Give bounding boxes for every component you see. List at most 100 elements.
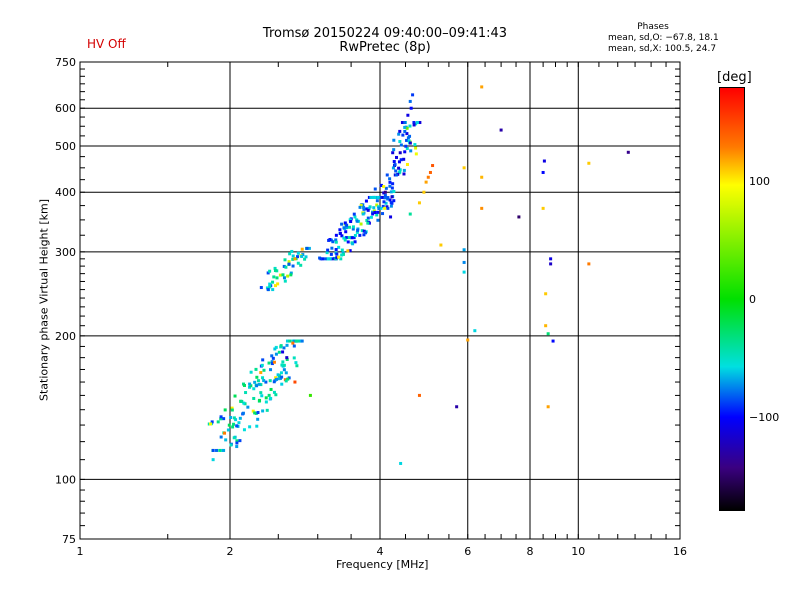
data-point (462, 166, 466, 170)
data-point (517, 215, 521, 219)
data-point (383, 206, 387, 210)
data-point (385, 173, 389, 177)
data-point (373, 211, 377, 215)
data-point (355, 230, 359, 234)
data-point (238, 439, 242, 443)
data-point (386, 196, 390, 200)
data-point (362, 229, 366, 233)
data-point (289, 273, 293, 277)
data-point (388, 177, 392, 181)
data-point (325, 251, 329, 255)
data-point (398, 151, 402, 155)
data-point (361, 212, 365, 216)
data-point (305, 246, 309, 250)
phase-x-stats: mean, sd,X: 100.5, 24.7 (608, 44, 717, 54)
data-point (272, 360, 276, 364)
data-point (359, 203, 363, 207)
data-point (210, 420, 214, 424)
data-point (291, 254, 295, 258)
data-point (348, 249, 352, 253)
data-point (215, 448, 219, 452)
data-point (283, 279, 287, 283)
y-tick-label: 750 (55, 56, 76, 69)
data-point (409, 149, 413, 153)
data-point (353, 240, 357, 244)
data-point (229, 416, 233, 420)
data-point (394, 173, 398, 177)
data-point (248, 425, 252, 429)
data-point (391, 166, 395, 170)
data-point (455, 405, 459, 409)
data-point (546, 405, 550, 409)
data-point (280, 375, 284, 379)
data-point (307, 246, 311, 250)
data-point (362, 207, 366, 211)
data-point (392, 199, 396, 203)
data-point (276, 373, 280, 377)
data-point (403, 121, 407, 125)
data-point (262, 368, 266, 372)
data-point (546, 332, 550, 336)
data-point (388, 184, 392, 188)
data-point (376, 210, 380, 214)
data-point (335, 256, 339, 260)
data-point (381, 195, 385, 199)
data-point (268, 269, 272, 273)
data-point (365, 207, 369, 211)
x-tick-label: 1 (77, 545, 84, 558)
data-point (292, 356, 296, 360)
data-point (362, 206, 366, 210)
data-point (264, 380, 268, 384)
data-point (415, 121, 419, 125)
data-point (279, 371, 283, 375)
data-point (296, 255, 300, 259)
data-point (422, 190, 426, 194)
data-point (541, 170, 545, 174)
data-point (414, 146, 418, 150)
data-point (381, 212, 385, 216)
y-tick-label: 600 (55, 102, 76, 115)
x-tick-label: 4 (377, 545, 384, 558)
data-point (282, 346, 286, 350)
data-point (211, 448, 215, 452)
data-point (216, 420, 220, 424)
data-point (211, 458, 215, 462)
data-point (291, 257, 295, 261)
colorbar-unit-label: [deg] (717, 70, 752, 85)
data-point (256, 379, 260, 383)
data-point (304, 255, 308, 259)
data-point (408, 134, 412, 138)
data-point (331, 240, 335, 244)
data-point (259, 371, 263, 375)
data-point (300, 339, 304, 343)
data-point (273, 347, 277, 351)
data-point (326, 248, 330, 252)
data-point (338, 228, 342, 232)
data-point (266, 271, 270, 275)
data-point (499, 128, 503, 132)
data-point (428, 170, 432, 174)
data-point (284, 371, 288, 375)
y-tick-label: 400 (55, 186, 76, 199)
data-point (544, 292, 548, 296)
data-point (400, 121, 404, 125)
data-point (376, 218, 380, 222)
data-point (403, 150, 407, 154)
data-point (258, 398, 262, 402)
data-point (395, 155, 399, 159)
data-point (219, 435, 223, 439)
data-point (293, 380, 297, 384)
data-point (541, 206, 545, 210)
data-point (626, 150, 630, 154)
data-point (283, 258, 287, 262)
data-point (337, 245, 341, 249)
data-point (347, 225, 351, 229)
data-point (358, 233, 362, 237)
data-point (252, 396, 256, 400)
data-point (334, 240, 338, 244)
data-point (390, 201, 394, 205)
data-point (282, 276, 286, 280)
data-point (384, 186, 388, 190)
data-point (249, 384, 253, 388)
data-point (366, 208, 370, 212)
